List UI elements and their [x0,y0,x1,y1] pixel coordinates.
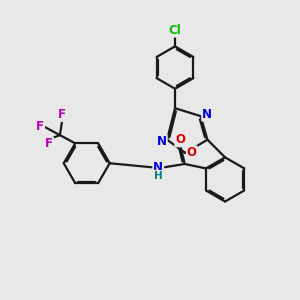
Text: N: N [153,161,163,174]
Text: O: O [187,146,197,159]
Text: N: N [157,135,167,148]
Text: N: N [202,108,212,121]
Text: F: F [58,108,66,121]
Text: Cl: Cl [169,24,182,37]
Text: O: O [175,133,185,146]
Text: F: F [45,137,53,150]
Text: F: F [36,120,44,134]
Text: H: H [154,171,163,181]
